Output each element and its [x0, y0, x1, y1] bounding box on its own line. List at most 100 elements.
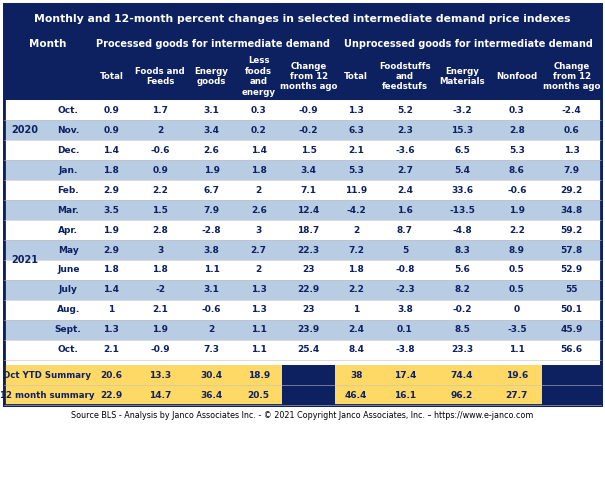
- Text: 1.4: 1.4: [250, 145, 267, 154]
- Text: -4.8: -4.8: [452, 226, 472, 235]
- Text: 7.1: 7.1: [301, 185, 316, 195]
- Text: 2021: 2021: [11, 255, 39, 265]
- Text: 25.4: 25.4: [298, 346, 319, 355]
- Text: 1.1: 1.1: [251, 346, 267, 355]
- Text: 1.3: 1.3: [348, 106, 364, 115]
- Text: 2.8: 2.8: [152, 226, 168, 235]
- Text: -0.2: -0.2: [299, 126, 318, 134]
- Text: 8.6: 8.6: [509, 165, 525, 174]
- Text: 7.3: 7.3: [204, 346, 220, 355]
- Text: 5.3: 5.3: [509, 145, 525, 154]
- Bar: [4, 280, 601, 300]
- Bar: [4, 100, 601, 120]
- Text: Mar.: Mar.: [57, 206, 79, 215]
- Text: Oct YTD Summary: Oct YTD Summary: [3, 370, 91, 380]
- Text: -3.6: -3.6: [395, 145, 415, 154]
- Text: Sept.: Sept.: [55, 326, 82, 335]
- Text: 2.9: 2.9: [103, 185, 119, 195]
- Text: 3.4: 3.4: [204, 126, 220, 134]
- Bar: [4, 260, 601, 280]
- Text: 1.8: 1.8: [251, 165, 267, 174]
- Text: 0.9: 0.9: [103, 126, 119, 134]
- Text: Feb.: Feb.: [57, 185, 79, 195]
- Bar: [4, 240, 601, 260]
- Text: 29.2: 29.2: [560, 185, 583, 195]
- Text: -2.8: -2.8: [202, 226, 221, 235]
- Text: 30.4: 30.4: [201, 370, 223, 380]
- Text: 38: 38: [350, 370, 362, 380]
- Text: 1.1: 1.1: [509, 346, 525, 355]
- Text: 1: 1: [353, 305, 359, 315]
- Text: 2.3: 2.3: [397, 126, 413, 134]
- Text: 2.2: 2.2: [348, 285, 364, 294]
- Text: -3.5: -3.5: [507, 326, 526, 335]
- Text: 1.9: 1.9: [152, 326, 168, 335]
- Text: 1.3: 1.3: [564, 145, 580, 154]
- Bar: [4, 180, 601, 200]
- Text: 16.1: 16.1: [394, 391, 416, 400]
- Text: 2.1: 2.1: [103, 346, 119, 355]
- Text: 0.1: 0.1: [397, 326, 413, 335]
- Text: 46.4: 46.4: [345, 391, 367, 400]
- Bar: [4, 340, 601, 360]
- Text: -2: -2: [155, 285, 165, 294]
- Text: 0: 0: [514, 305, 520, 315]
- Bar: [542, 365, 601, 385]
- Text: 7.9: 7.9: [564, 165, 580, 174]
- Text: 57.8: 57.8: [560, 246, 583, 254]
- Text: Nonfood: Nonfood: [496, 72, 537, 81]
- Text: 2.7: 2.7: [250, 246, 267, 254]
- Text: 8.3: 8.3: [454, 246, 470, 254]
- Text: 3.4: 3.4: [301, 165, 316, 174]
- Text: 2: 2: [209, 326, 215, 335]
- Bar: [282, 385, 335, 405]
- Text: Foodstuffs
and
feedstufs: Foodstuffs and feedstufs: [379, 62, 431, 91]
- Text: 1.4: 1.4: [103, 285, 119, 294]
- Bar: [282, 365, 335, 385]
- Text: Apr.: Apr.: [58, 226, 78, 235]
- Text: Energy
goods: Energy goods: [195, 67, 229, 86]
- Text: 0.2: 0.2: [251, 126, 267, 134]
- Text: -0.8: -0.8: [395, 265, 414, 274]
- Text: 8.9: 8.9: [509, 246, 525, 254]
- Text: 96.2: 96.2: [451, 391, 473, 400]
- Text: 1.4: 1.4: [103, 145, 119, 154]
- Text: 56.6: 56.6: [561, 346, 583, 355]
- Text: 1: 1: [108, 305, 114, 315]
- Text: 0.9: 0.9: [103, 106, 119, 115]
- Text: 1.9: 1.9: [204, 165, 220, 174]
- Text: Change
from 12
months ago: Change from 12 months ago: [280, 62, 338, 91]
- Text: June: June: [57, 265, 79, 274]
- Text: 5.4: 5.4: [454, 165, 470, 174]
- Text: 23.9: 23.9: [298, 326, 319, 335]
- Text: Oct.: Oct.: [58, 106, 79, 115]
- Text: 2.7: 2.7: [397, 165, 413, 174]
- Bar: [4, 4, 601, 405]
- Text: 22.9: 22.9: [100, 391, 123, 400]
- Text: 2.1: 2.1: [152, 305, 168, 315]
- Bar: [542, 385, 601, 405]
- Text: Unprocessed goods for intermediate demand: Unprocessed goods for intermediate deman…: [344, 39, 592, 48]
- Text: 45.9: 45.9: [560, 326, 583, 335]
- Text: 3: 3: [256, 226, 262, 235]
- Bar: [4, 4, 601, 405]
- Text: 7.2: 7.2: [348, 246, 364, 254]
- Text: 15.3: 15.3: [451, 126, 473, 134]
- Text: 1.1: 1.1: [204, 265, 220, 274]
- Text: 2.4: 2.4: [397, 185, 413, 195]
- Text: 3.1: 3.1: [204, 285, 220, 294]
- Text: 50.1: 50.1: [561, 305, 583, 315]
- Text: 2.2: 2.2: [509, 226, 525, 235]
- Text: -13.5: -13.5: [449, 206, 475, 215]
- Bar: [4, 34, 601, 53]
- Text: 36.4: 36.4: [200, 391, 223, 400]
- Text: Jan.: Jan.: [59, 165, 78, 174]
- Text: 27.7: 27.7: [506, 391, 528, 400]
- Text: 55: 55: [566, 285, 578, 294]
- Text: 0.5: 0.5: [509, 265, 525, 274]
- Text: 14.7: 14.7: [149, 391, 171, 400]
- Text: 18.9: 18.9: [247, 370, 270, 380]
- Text: Less
foods
and
energy: Less foods and energy: [242, 56, 276, 97]
- Text: 2: 2: [256, 265, 262, 274]
- Bar: [4, 365, 601, 385]
